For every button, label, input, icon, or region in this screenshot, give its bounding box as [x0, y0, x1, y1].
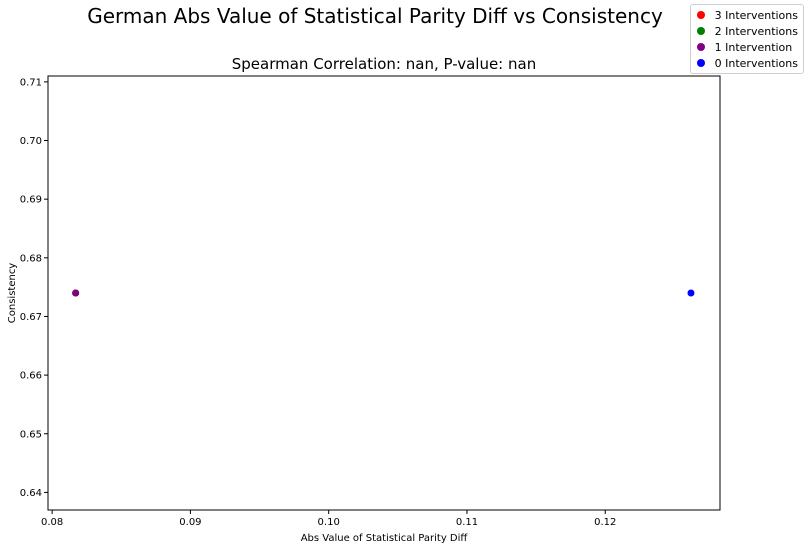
- legend-item-2-interventions: 2 Interventions: [696, 23, 798, 39]
- legend: 3 Interventions 2 Interventions 1 Interv…: [689, 4, 804, 74]
- legend-marker-blue: [696, 59, 705, 67]
- y-tick-label: 0.67: [20, 312, 42, 323]
- y-tick-label: 0.64: [20, 488, 42, 499]
- y-axis-label: Consistency: [7, 263, 18, 324]
- y-tick-label: 0.70: [20, 136, 42, 147]
- data-point: [72, 289, 80, 297]
- y-axis-ticks: 0.64 0.65 0.66 0.67 0.68 0.69 0.70 0.71: [20, 77, 48, 499]
- legend-marker-red: [696, 11, 705, 19]
- x-tick-label: 0.12: [594, 517, 616, 528]
- chart-subtitle: Spearman Correlation: nan, P-value: nan: [231, 55, 537, 73]
- x-tick-label: 0.10: [318, 517, 340, 528]
- chart-title: German Abs Value of Statistical Parity D…: [87, 4, 663, 28]
- legend-marker-green: [696, 27, 705, 35]
- legend-label: 0 Interventions: [714, 56, 798, 70]
- x-tick-label: 0.09: [179, 517, 201, 528]
- x-tick-label: 0.08: [41, 517, 63, 528]
- data-point: [687, 289, 695, 297]
- legend-item-3-interventions: 3 Interventions: [696, 7, 798, 23]
- legend-label: 1 Intervention: [714, 40, 793, 54]
- plot-area: [47, 75, 721, 511]
- legend-marker-purple: [696, 43, 705, 51]
- data-points: [72, 289, 695, 297]
- x-tick-label: 0.11: [456, 517, 478, 528]
- legend-item-1-intervention: 1 Intervention: [696, 39, 798, 55]
- y-tick-label: 0.71: [20, 77, 42, 88]
- y-tick-label: 0.69: [20, 195, 42, 206]
- y-tick-label: 0.68: [20, 253, 42, 264]
- y-tick-label: 0.65: [20, 429, 42, 440]
- legend-label: 3 Interventions: [714, 8, 798, 22]
- legend-item-0-interventions: 0 Interventions: [696, 55, 798, 71]
- y-tick-label: 0.66: [20, 371, 42, 382]
- x-axis-label: Abs Value of Statistical Parity Diff: [301, 533, 469, 544]
- legend-label: 2 Interventions: [714, 24, 798, 38]
- x-axis-ticks: 0.08 0.09 0.10 0.11 0.12: [41, 510, 616, 528]
